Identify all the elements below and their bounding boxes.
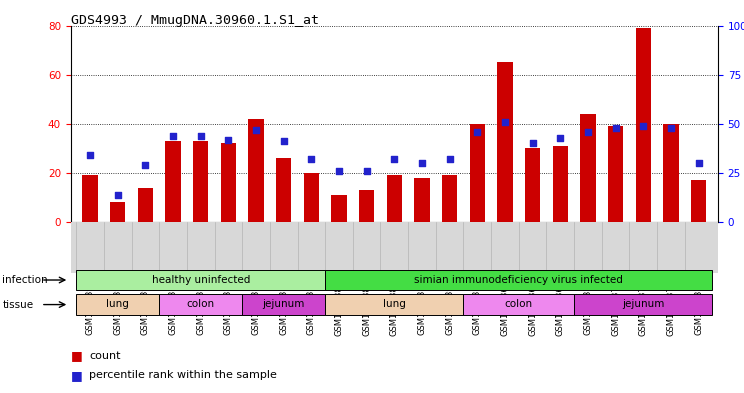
Point [305, 156, 317, 162]
Bar [331, 195, 347, 222]
Bar [635, 28, 651, 222]
Text: lung: lung [383, 299, 405, 309]
Bar [193, 141, 208, 222]
Bar [497, 62, 513, 222]
Text: simian immunodeficiency virus infected: simian immunodeficiency virus infected [414, 275, 623, 285]
Point [665, 125, 677, 131]
Bar [525, 148, 540, 222]
Bar [221, 143, 236, 222]
Point [250, 127, 262, 133]
Bar [76, 294, 159, 315]
Point [195, 132, 207, 139]
Point [139, 162, 151, 168]
Text: GDS4993 / MmugDNA.30960.1.S1_at: GDS4993 / MmugDNA.30960.1.S1_at [71, 14, 318, 27]
Point [527, 140, 539, 147]
Point [112, 191, 124, 198]
Bar [469, 124, 485, 222]
Bar [414, 178, 429, 222]
Bar [608, 126, 623, 222]
Bar [691, 180, 706, 222]
Text: percentile rank within the sample: percentile rank within the sample [89, 370, 278, 380]
Point [638, 123, 650, 129]
Bar [574, 294, 713, 315]
Point [167, 132, 179, 139]
Bar [325, 294, 464, 315]
Point [222, 136, 234, 143]
Point [609, 125, 621, 131]
Text: healthy uninfected: healthy uninfected [152, 275, 250, 285]
Text: ■: ■ [71, 369, 83, 382]
Bar [83, 175, 97, 222]
Bar [387, 175, 402, 222]
Point [388, 156, 400, 162]
Text: colon: colon [187, 299, 215, 309]
Bar [138, 187, 153, 222]
Point [693, 160, 705, 166]
Text: infection: infection [2, 275, 48, 285]
Text: jejunum: jejunum [622, 299, 664, 309]
Bar [76, 270, 325, 290]
Bar [165, 141, 181, 222]
Text: lung: lung [106, 299, 129, 309]
Text: ■: ■ [71, 349, 83, 362]
Point [443, 156, 455, 162]
Bar [110, 202, 125, 222]
Bar [325, 270, 713, 290]
Point [554, 134, 566, 141]
Bar [359, 190, 374, 222]
Point [582, 129, 594, 135]
Bar [243, 294, 325, 315]
Point [499, 119, 511, 125]
Text: count: count [89, 351, 121, 361]
Point [84, 152, 96, 158]
Bar [664, 124, 679, 222]
Point [472, 129, 484, 135]
Text: jejunum: jejunum [263, 299, 305, 309]
Bar [276, 158, 292, 222]
Text: tissue: tissue [2, 299, 33, 310]
Bar [304, 173, 319, 222]
Bar [159, 294, 243, 315]
Bar [553, 146, 568, 222]
Point [416, 160, 428, 166]
Bar [442, 175, 458, 222]
Point [278, 138, 289, 145]
Bar [464, 294, 574, 315]
Point [361, 168, 373, 174]
Bar [248, 119, 263, 222]
Point [333, 168, 345, 174]
Text: colon: colon [504, 299, 533, 309]
Bar [580, 114, 595, 222]
